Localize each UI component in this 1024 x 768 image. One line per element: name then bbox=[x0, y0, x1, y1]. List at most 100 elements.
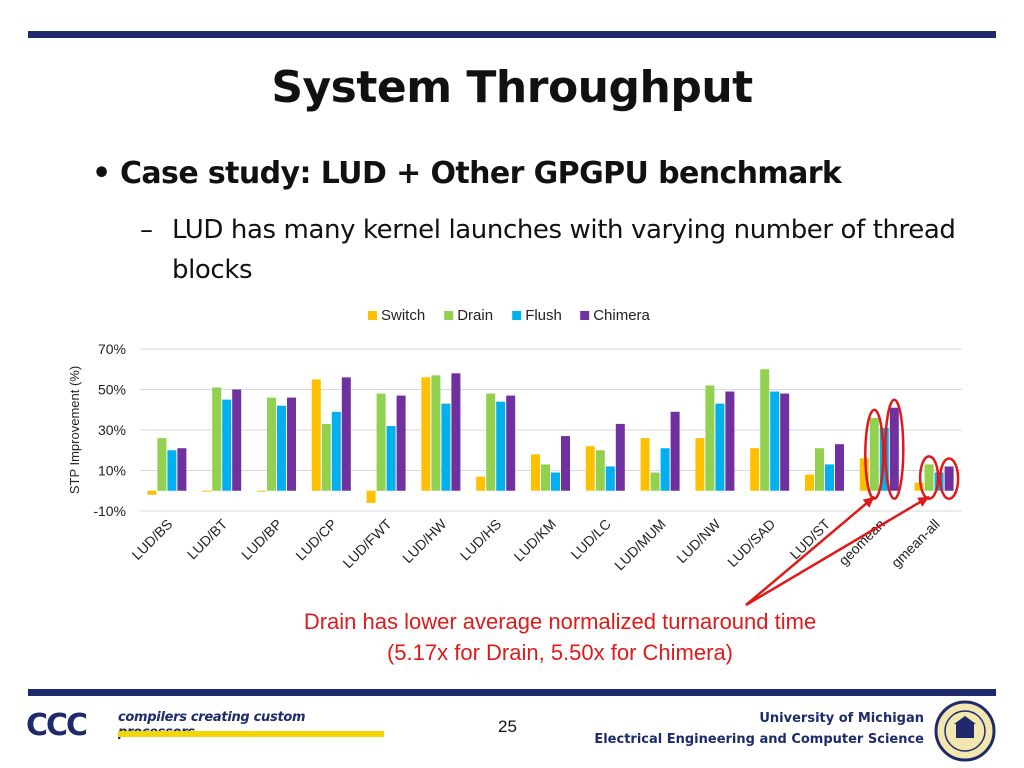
x-tick-label: LUD/MUM bbox=[611, 516, 669, 574]
bar-switch bbox=[585, 446, 595, 491]
bullet-dot: • bbox=[92, 156, 111, 191]
bar-chimera bbox=[889, 407, 899, 491]
annotation: Drain has lower average normalized turna… bbox=[240, 606, 880, 668]
y-tick-label: 50% bbox=[98, 382, 126, 398]
bar-drain bbox=[376, 393, 386, 491]
bar-switch bbox=[805, 474, 814, 491]
bar-switch bbox=[640, 438, 650, 491]
y-tick-label: -10% bbox=[93, 503, 126, 519]
x-tick-label: LUD/KM bbox=[510, 516, 559, 565]
bar-flush bbox=[222, 399, 232, 491]
bar-chimera bbox=[725, 391, 735, 491]
bar-drain bbox=[869, 417, 879, 491]
bar-drain bbox=[321, 423, 331, 491]
bar-drain bbox=[267, 397, 276, 491]
bar-drain bbox=[924, 464, 934, 491]
legend-swatch bbox=[444, 311, 454, 320]
annotation-line-2: (5.17x for Drain, 5.50x for Chimera) bbox=[386, 640, 734, 665]
bar-flush bbox=[277, 405, 286, 491]
main-bullet: • Case study: LUD + Other GPGPU benchmark bbox=[92, 156, 842, 191]
bar-chart: -10% 10% 30% 50% 70% STP Improvement (%) LUD/B… bbox=[67, 307, 962, 607]
legend-label: Drain bbox=[457, 307, 493, 324]
bar-flush bbox=[660, 448, 670, 491]
legend-swatch bbox=[512, 311, 522, 320]
x-tick-label: LUD/HS bbox=[457, 516, 505, 564]
sub-bullet-dash: – bbox=[140, 215, 153, 245]
bar-flush bbox=[605, 466, 615, 491]
bar-switch bbox=[311, 379, 321, 491]
university-block: University of Michigan Electrical Engine… bbox=[594, 708, 924, 750]
bar-flush bbox=[715, 403, 725, 491]
bar-flush bbox=[551, 472, 560, 491]
main-bullet-text: Case study: LUD + Other GPGPU benchmark bbox=[120, 156, 842, 191]
y-tick-label: 10% bbox=[98, 463, 126, 479]
annotation-arrowhead bbox=[862, 496, 875, 508]
bar-drain bbox=[431, 375, 441, 491]
department-name: Electrical Engineering and Computer Scie… bbox=[594, 732, 924, 747]
bar-chimera bbox=[451, 373, 461, 491]
x-tick-label: LUD/BP bbox=[238, 516, 285, 563]
bar-drain bbox=[650, 472, 660, 491]
x-tick-label: LUD/BT bbox=[184, 515, 231, 562]
bar-chimera bbox=[615, 423, 625, 491]
slide-title: System Throughput bbox=[271, 62, 753, 113]
x-tick-label: LUD/SAD bbox=[724, 516, 778, 570]
bar-switch bbox=[421, 377, 431, 491]
x-tick-label: LUD/HW bbox=[399, 515, 450, 566]
bar-switch bbox=[750, 448, 760, 491]
bar-flush bbox=[331, 411, 341, 491]
highlight-ellipse bbox=[938, 457, 960, 501]
x-tick-label: gmean-all bbox=[888, 516, 943, 571]
bar-switch bbox=[366, 490, 376, 503]
bar-chimera bbox=[232, 389, 242, 491]
bar-chimera bbox=[780, 393, 790, 491]
x-tick-label: LUD/CP bbox=[292, 516, 340, 564]
y-tick-label: 70% bbox=[98, 341, 126, 357]
bar-flush bbox=[770, 391, 780, 491]
tagline-underline bbox=[118, 731, 384, 737]
bar-drain bbox=[760, 369, 770, 491]
bar-flush bbox=[825, 464, 834, 491]
y-tick-label: 30% bbox=[98, 422, 126, 438]
bar-chimera bbox=[944, 466, 954, 491]
top-rule bbox=[28, 31, 996, 38]
university-name: University of Michigan bbox=[759, 711, 924, 726]
highlight-ellipse bbox=[918, 455, 940, 500]
university-seal-icon bbox=[934, 700, 996, 762]
highlight-ellipse bbox=[864, 408, 885, 501]
bottom-rule bbox=[28, 689, 996, 696]
bar-chimera bbox=[506, 395, 516, 491]
bar-drain bbox=[212, 387, 222, 491]
annotation-arrowhead bbox=[917, 496, 930, 507]
bar-chimera bbox=[835, 444, 844, 491]
annotation-arrow bbox=[745, 495, 930, 607]
bar-flush bbox=[386, 425, 396, 491]
legend-swatch bbox=[368, 311, 377, 320]
legend-label: Flush bbox=[525, 307, 562, 324]
bar-drain bbox=[815, 448, 824, 491]
annotation-line-1: Drain has lower average normalized turna… bbox=[303, 609, 817, 634]
x-tick-label: LUD/BS bbox=[128, 516, 175, 563]
bar-chimera bbox=[177, 448, 187, 491]
highlight-ellipse bbox=[884, 398, 905, 501]
bar-switch bbox=[147, 490, 157, 495]
bar-chimera bbox=[670, 411, 680, 491]
bar-switch bbox=[257, 490, 266, 492]
bar-switch bbox=[531, 454, 540, 491]
legend-swatch bbox=[580, 311, 590, 320]
bar-switch bbox=[695, 438, 705, 491]
bar-switch bbox=[859, 458, 869, 491]
bar-drain bbox=[157, 438, 167, 491]
bar-chimera bbox=[341, 377, 351, 491]
bar-drain bbox=[541, 464, 550, 491]
bar-drain bbox=[595, 450, 605, 491]
annotation-arrow bbox=[745, 495, 876, 606]
bar-switch bbox=[914, 482, 924, 491]
bar-switch bbox=[202, 490, 212, 492]
x-tick-label: LUD/FWT bbox=[339, 515, 395, 571]
x-tick-label: LUD/LC bbox=[567, 516, 614, 563]
bar-drain bbox=[486, 393, 496, 491]
bar-flush bbox=[441, 403, 451, 491]
bar-switch bbox=[476, 476, 486, 491]
bar-flush bbox=[496, 401, 506, 491]
